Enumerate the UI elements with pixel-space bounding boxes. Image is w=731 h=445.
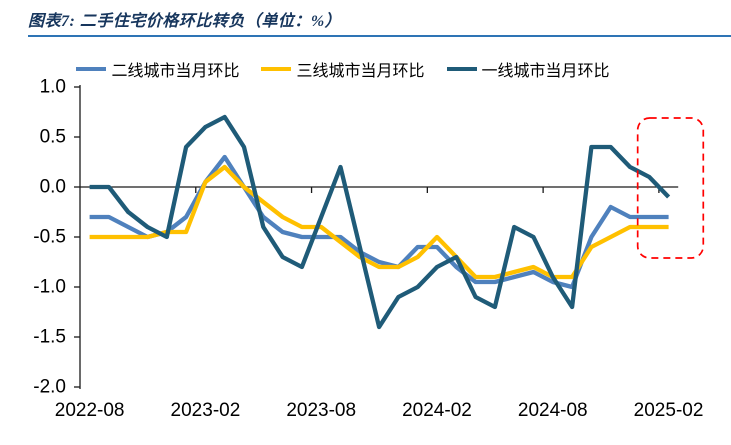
legend-item-tier2: 二线城市当月环比: [76, 57, 239, 81]
y-axis-label: -0.5: [33, 227, 66, 248]
highlight-box: [636, 117, 705, 259]
x-axis-label: 2024-08: [518, 400, 588, 421]
tier2-line-swatch: [76, 67, 107, 71]
x-axis-label: 2022-08: [55, 400, 125, 421]
y-axis-label: 0.5: [40, 127, 66, 148]
y-axis-label: 0.0: [40, 177, 66, 198]
tier3-line-swatch: [261, 67, 292, 71]
legend-label-tier1: 一线城市当月环比: [481, 63, 610, 80]
series-line-tier1-cities: [89, 114, 671, 330]
series-line-tier2-cities: [89, 154, 669, 290]
legend: 二线城市当月环比 三线城市当月环比 一线城市当月环比: [28, 58, 658, 80]
y-axis-label: -1.5: [33, 327, 66, 348]
tier1-line-swatch: [446, 67, 477, 71]
legend-label-tier2: 二线城市当月环比: [111, 63, 240, 80]
x-axis-label: 2023-08: [286, 400, 356, 421]
legend-item-tier1: 一线城市当月环比: [446, 57, 610, 81]
x-axis-label: 2025-02: [634, 400, 704, 421]
y-axis-label: 1.0: [40, 77, 66, 98]
y-axis-label: -1.0: [33, 277, 66, 298]
series-line-tier3-cities: [89, 164, 669, 280]
chart-title: 图表7: 二手住宅价格环比转负（单位：%）: [28, 13, 342, 30]
x-axis-label: 2024-02: [402, 400, 472, 421]
y-axis-label: -2.0: [33, 377, 66, 398]
x-axis-label: 2023-02: [171, 400, 241, 421]
legend-label-tier3: 三线城市当月环比: [296, 63, 425, 80]
title-underline-rule: [28, 35, 731, 37]
legend-item-tier3: 三线城市当月环比: [261, 57, 425, 81]
